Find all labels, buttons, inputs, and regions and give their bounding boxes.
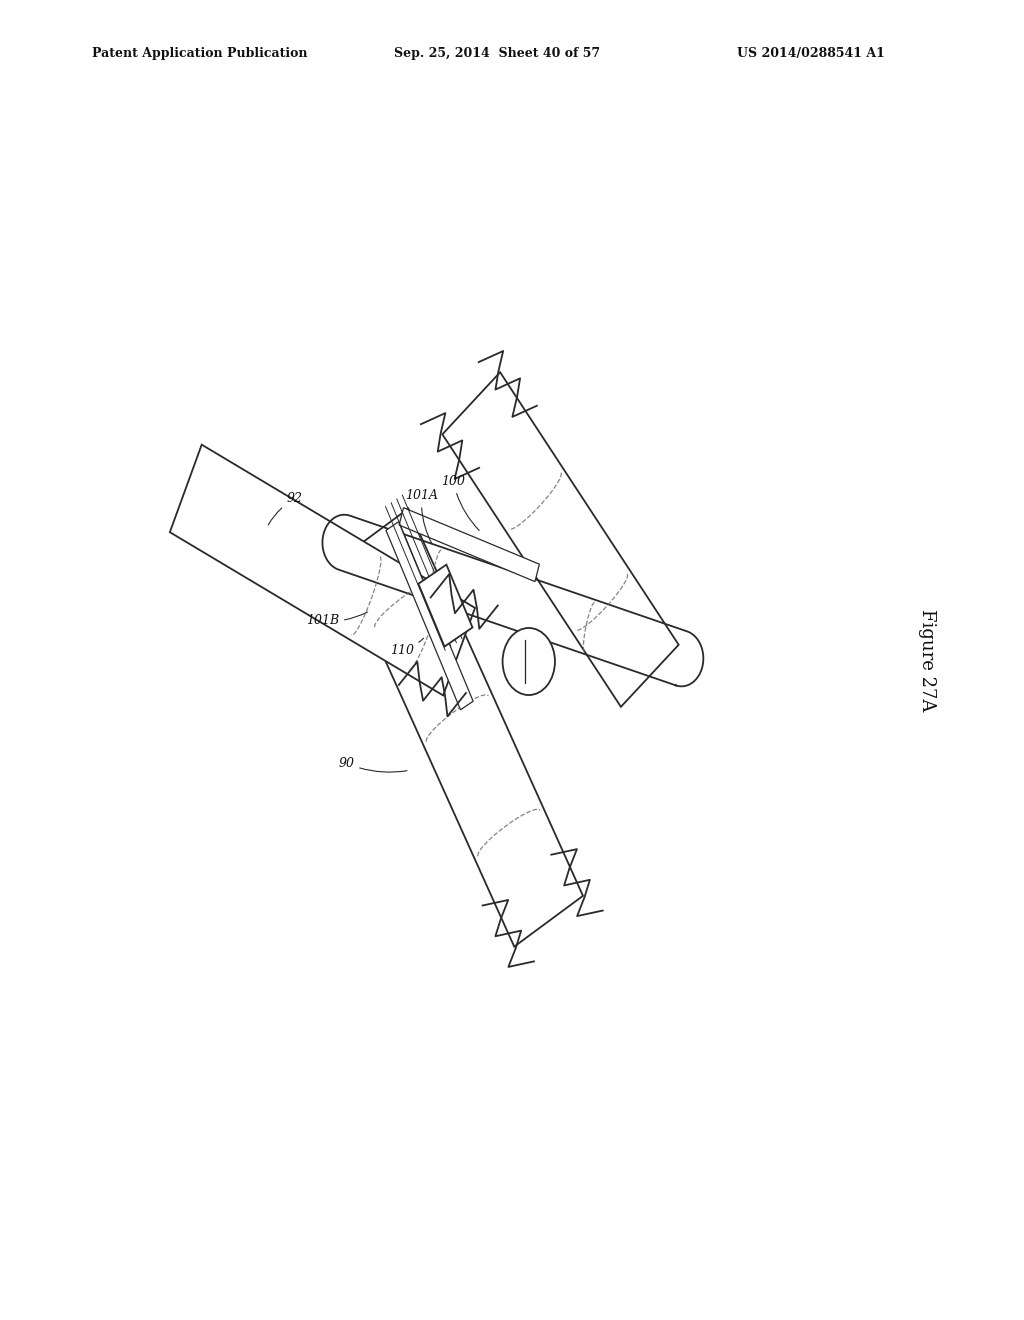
Text: 100: 100 — [441, 475, 479, 531]
Text: 90: 90 — [338, 756, 407, 772]
Text: Patent Application Publication: Patent Application Publication — [92, 46, 307, 59]
Text: Sep. 25, 2014  Sheet 40 of 57: Sep. 25, 2014 Sheet 40 of 57 — [394, 46, 600, 59]
Text: 101A: 101A — [406, 490, 438, 544]
Text: 110: 110 — [390, 638, 424, 657]
Polygon shape — [340, 508, 583, 946]
Polygon shape — [419, 565, 472, 647]
Polygon shape — [399, 508, 540, 582]
Polygon shape — [323, 515, 703, 686]
Polygon shape — [442, 372, 679, 706]
Text: Figure 27A: Figure 27A — [918, 609, 936, 711]
Text: US 2014/0288541 A1: US 2014/0288541 A1 — [737, 46, 885, 59]
Polygon shape — [386, 521, 473, 710]
Text: 101B: 101B — [306, 612, 368, 627]
Polygon shape — [170, 445, 475, 696]
Text: 92: 92 — [268, 492, 303, 525]
Circle shape — [503, 628, 555, 696]
